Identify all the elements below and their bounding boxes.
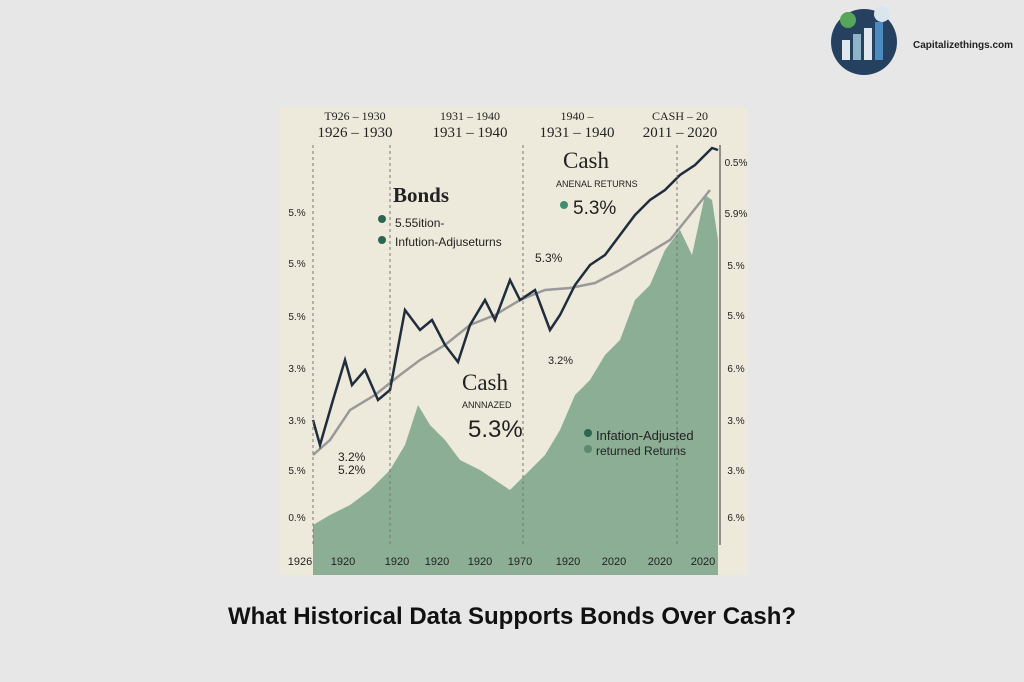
right-label: 5.9% (725, 209, 748, 220)
left-label: 5.% (288, 208, 305, 219)
annotation: Cash (563, 148, 610, 173)
left-label: 3.% (288, 364, 305, 375)
period-header: 2011 – 2020 (643, 125, 717, 141)
left-label: 3.% (288, 416, 305, 427)
x-label: 1920 (556, 556, 580, 568)
right-label: 5.% (727, 261, 744, 272)
annotation: Bonds (393, 183, 449, 207)
annotation: 5.3% (573, 198, 616, 219)
period-header: 1940 – (561, 109, 595, 123)
right-label: 6.% (727, 364, 744, 375)
annotation: ANNNAZED (462, 400, 512, 410)
x-label: 1920 (468, 556, 492, 568)
annotation: Cash (462, 370, 509, 395)
period-header: 1931 – 1940 (433, 125, 508, 141)
x-label: 2020 (691, 556, 715, 568)
x-label: 2020 (648, 556, 672, 568)
right-label: 0.5% (725, 158, 748, 169)
period-header: CASH – 20 (652, 109, 708, 123)
x-label: 1920 (385, 556, 409, 568)
annotation: Infation-Adjusted (596, 428, 694, 443)
figure-texts: T926 – 1930 1926 – 1930 1931 – 1940 1931 – … (288, 109, 748, 568)
right-label: 3.% (727, 416, 744, 427)
right-label: 5.% (727, 311, 744, 322)
x-label: 1920 (425, 556, 449, 568)
logo: Capitalizethings.com (831, 6, 1013, 75)
left-label: 5.% (288, 259, 305, 270)
left-label: 5.% (288, 466, 305, 477)
annotation: returned Returns (596, 444, 686, 458)
brand: Capitalizethings.com (913, 40, 1013, 51)
annotation: ANENAL RETURNS (556, 179, 638, 189)
left-label: 5.% (288, 312, 305, 323)
annotation: 5.2% (338, 463, 366, 477)
right-label: 6.% (727, 513, 744, 524)
annotation: Infution-Adjuseturns (395, 235, 502, 249)
annotation: 5.3% (468, 416, 523, 443)
x-label: 1920 (331, 556, 355, 568)
annotation: 5.55ition- (395, 216, 444, 230)
period-header: 1926 – 1930 (318, 125, 393, 141)
annotation: 3.2% (338, 450, 366, 464)
x-label: 1926 (288, 556, 312, 568)
x-label: 1970 (508, 556, 532, 568)
period-header: T926 – 1930 (324, 109, 385, 123)
x-label: 2020 (602, 556, 626, 568)
figure (280, 107, 748, 575)
right-label: 3.% (727, 466, 744, 477)
annotation: 3.2% (548, 355, 573, 367)
period-header: 1931 – 1940 (440, 109, 500, 123)
annotation: 5.3% (535, 251, 563, 265)
page-title: What Historical Data Supports Bonds Over… (228, 603, 796, 630)
left-label: 0.% (288, 513, 305, 524)
period-header: 1931 – 1940 (540, 125, 615, 141)
